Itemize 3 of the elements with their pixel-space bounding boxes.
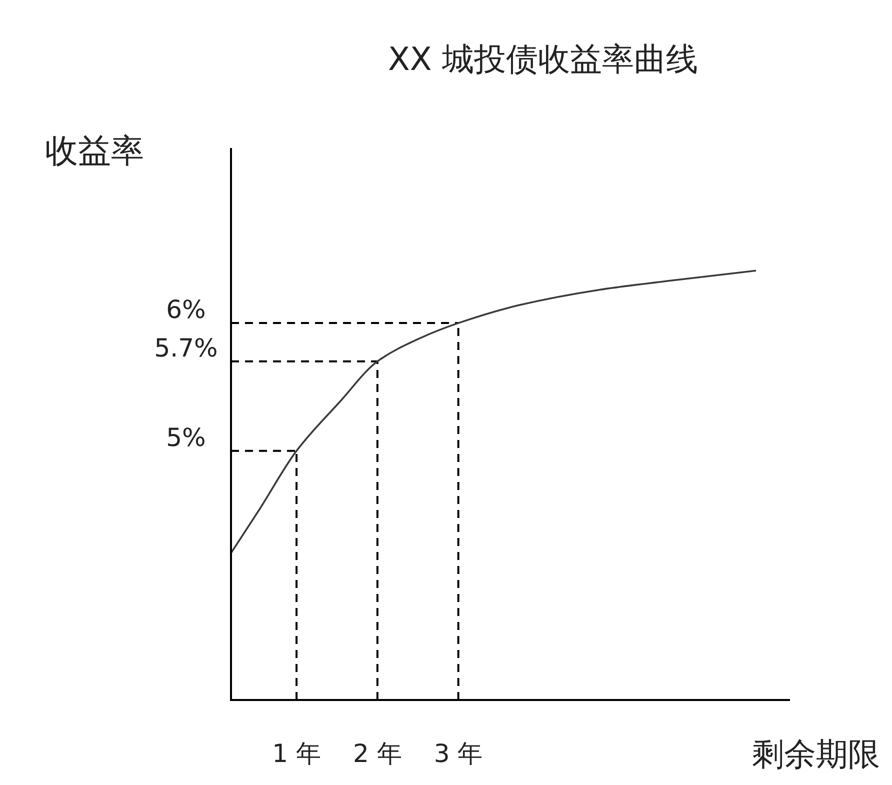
ylabel: 收益率 <box>45 131 144 170</box>
title: XX 城投债收益率曲线 <box>388 40 698 78</box>
xlabel: 剩余期限 <box>752 735 880 773</box>
